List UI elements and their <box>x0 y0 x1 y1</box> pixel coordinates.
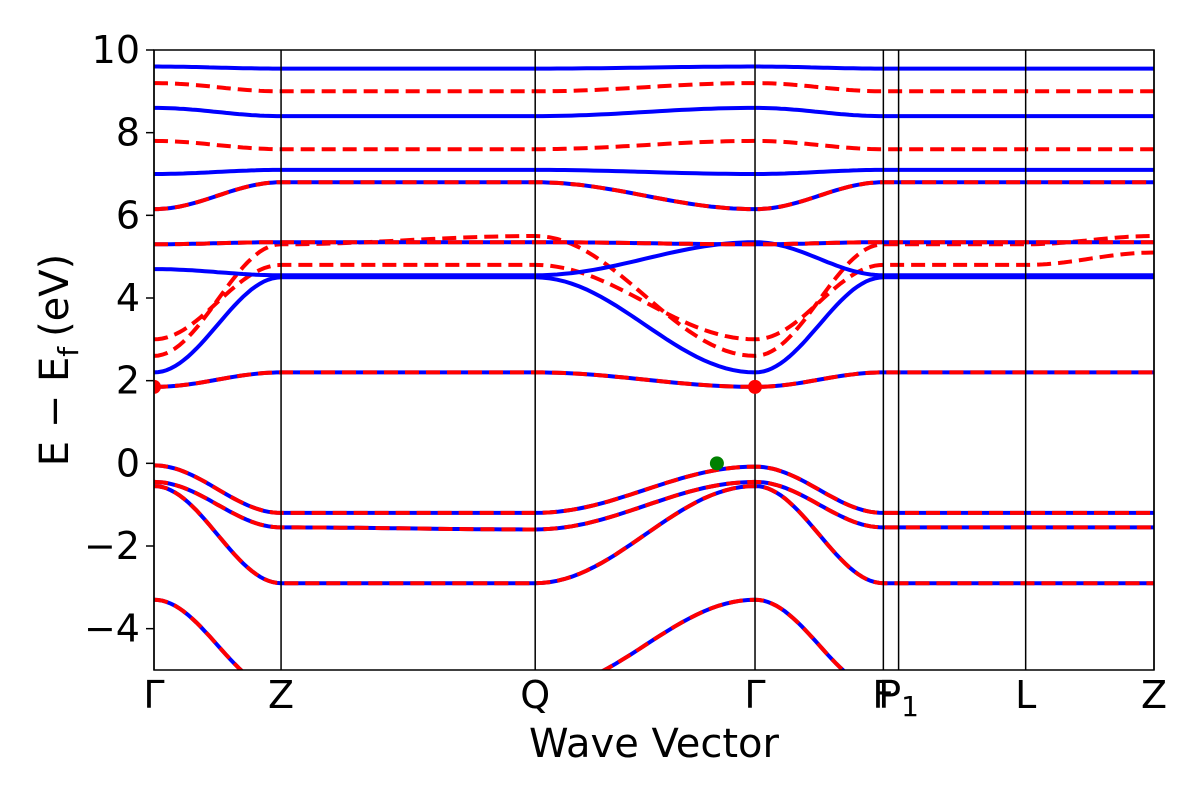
y-tick-label-4: 4 <box>116 276 140 320</box>
dashed-band-5 <box>154 484 1154 586</box>
x-tick-label-2: Q <box>520 673 550 717</box>
y-axis-label-unit: (eV) <box>32 254 78 337</box>
cbm-marker-gamma-mid <box>748 379 763 394</box>
x-tick-label-5: P1 <box>878 673 919 723</box>
dashed-band-19 <box>154 138 1154 152</box>
x-tick-label-4: F <box>872 673 894 717</box>
x-axis-ticks: Γ Z Q Γ FP1 L Z <box>143 673 1167 723</box>
dashed-band-9 <box>154 370 1154 389</box>
x-tick-label-1: Z <box>268 673 294 717</box>
x-tick-label-6: L <box>1015 673 1036 717</box>
solid-band-0 <box>154 463 1154 515</box>
dashed-band-3 <box>154 479 1154 532</box>
y-tick-label-7: 10 <box>92 28 140 72</box>
band-lines <box>154 64 1154 670</box>
dashed-band-21 <box>154 81 1154 94</box>
solid-band-20 <box>154 105 1154 119</box>
solid-band-6 <box>154 597 846 670</box>
y-tick-label-6: 8 <box>116 111 140 155</box>
x-tick-label-0: Γ <box>143 673 164 717</box>
x-tick-label-3: Γ <box>744 673 765 717</box>
dashed-band-11 <box>154 234 1154 358</box>
solid-band-18 <box>154 167 1154 176</box>
y-tick-label-5: 6 <box>116 193 140 237</box>
y-tick-label-0: −4 <box>84 607 140 651</box>
solid-band-10 <box>154 275 1154 375</box>
cbm-marker-gamma-left <box>154 379 161 394</box>
band-edge-markers <box>154 379 763 471</box>
y-axis-label-main: E − E <box>32 357 78 467</box>
vbm-marker <box>709 456 724 471</box>
solid-band-2 <box>154 479 1154 532</box>
dashed-band-12 <box>154 250 1154 342</box>
dashed-band-15 <box>154 240 1154 247</box>
dashed-band-17 <box>154 180 1154 212</box>
y-axis-label: E − Ef (eV) <box>32 254 85 467</box>
x-axis-label: Wave Vector <box>529 721 780 767</box>
y-tick-label-3: 2 <box>116 359 140 403</box>
y-tick-label-2: 0 <box>116 441 140 485</box>
dashed-band-1 <box>154 463 1154 515</box>
y-tick-label-1: −2 <box>84 524 140 568</box>
solid-band-22 <box>154 64 1154 71</box>
plot-frame <box>153 49 1155 671</box>
y-axis-ticks: −4 −2 0 2 4 6 8 10 <box>84 28 154 651</box>
high-symmetry-lines <box>153 50 1155 670</box>
y-axis-label-sub: f <box>52 346 85 357</box>
x-tick-label-7: Z <box>1141 673 1167 717</box>
solid-band-8 <box>154 370 1154 389</box>
solid-band-13 <box>154 240 1154 278</box>
dashed-band-7 <box>154 597 846 670</box>
